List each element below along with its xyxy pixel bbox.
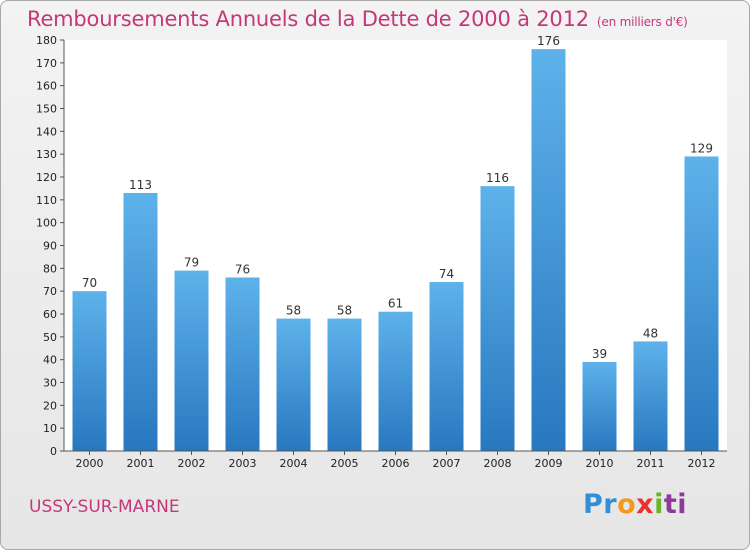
y-tick-label: 20 xyxy=(43,399,57,412)
bar-value-label: 39 xyxy=(592,347,607,361)
y-tick-label: 90 xyxy=(43,240,57,253)
bar-2000 xyxy=(72,291,107,451)
bar-2007 xyxy=(429,282,464,451)
y-tick-label: 100 xyxy=(36,217,57,230)
y-tick-label: 140 xyxy=(36,125,57,138)
bar-value-label: 176 xyxy=(537,34,560,48)
x-tick-label: 2007 xyxy=(433,457,461,470)
bar-value-label: 116 xyxy=(486,171,509,185)
logo-part: i xyxy=(654,489,664,520)
proxiti-logo: Proxiti xyxy=(583,489,687,520)
y-tick-label: 150 xyxy=(36,103,57,116)
y-tick-label: 160 xyxy=(36,80,57,93)
x-tick-label: 2003 xyxy=(229,457,257,470)
bar-2004 xyxy=(276,318,311,451)
chart-title: Remboursements Annuels de la Dette de 20… xyxy=(27,7,688,31)
x-tick-label: 2012 xyxy=(688,457,716,470)
bar-2005 xyxy=(327,318,362,451)
bar-2003 xyxy=(225,277,260,451)
x-tick-label: 2009 xyxy=(535,457,563,470)
y-tick-label: 80 xyxy=(43,262,57,275)
bar-2002 xyxy=(174,270,209,451)
logo-part: Pr xyxy=(583,489,618,520)
bar-value-label: 58 xyxy=(286,304,301,318)
bar-2011 xyxy=(633,341,668,451)
y-tick-label: 60 xyxy=(43,308,57,321)
y-tick-label: 120 xyxy=(36,171,57,184)
x-tick-label: 2010 xyxy=(586,457,614,470)
bar-value-label: 113 xyxy=(129,178,152,192)
bar-value-label: 58 xyxy=(337,304,352,318)
x-tick-label: 2002 xyxy=(178,457,206,470)
chart-unit: (en milliers d'€) xyxy=(596,15,688,29)
y-tick-label: 0 xyxy=(50,445,57,458)
y-tick-label: 180 xyxy=(36,34,57,47)
bar-2012 xyxy=(684,156,719,451)
y-tick-label: 70 xyxy=(43,285,57,298)
bar-2001 xyxy=(123,192,158,451)
x-tick-label: 2000 xyxy=(76,457,104,470)
y-tick-label: 170 xyxy=(36,57,57,70)
x-tick-label: 2011 xyxy=(637,457,665,470)
x-tick-label: 2005 xyxy=(331,457,359,470)
x-tick-label: 2006 xyxy=(382,457,410,470)
commune-name: USSY-SUR-MARNE xyxy=(29,497,180,517)
bar-2010 xyxy=(582,361,617,451)
logo-part: ti xyxy=(663,489,688,520)
y-tick-label: 30 xyxy=(43,377,57,390)
bar-value-label: 70 xyxy=(82,276,97,290)
logo-part: x xyxy=(636,489,655,520)
bar-value-label: 61 xyxy=(388,297,403,311)
bar-value-label: 48 xyxy=(643,326,658,340)
bar-2009 xyxy=(531,49,566,452)
y-tick-label: 110 xyxy=(36,194,57,207)
bar-2006 xyxy=(378,311,413,451)
bar-value-label: 129 xyxy=(690,141,713,155)
bar-value-label: 74 xyxy=(439,267,454,281)
chart-title-text: Remboursements Annuels de la Dette de 20… xyxy=(27,7,589,31)
x-tick-label: 2001 xyxy=(127,457,155,470)
bar-value-label: 79 xyxy=(184,256,199,270)
y-tick-label: 10 xyxy=(43,422,57,435)
x-tick-label: 2004 xyxy=(280,457,308,470)
y-tick-label: 40 xyxy=(43,354,57,367)
bar-2008 xyxy=(480,186,515,451)
y-tick-label: 50 xyxy=(43,331,57,344)
bar-value-label: 76 xyxy=(235,262,250,276)
y-tick-label: 130 xyxy=(36,148,57,161)
logo-part: o xyxy=(617,489,637,520)
x-tick-label: 2008 xyxy=(484,457,512,470)
